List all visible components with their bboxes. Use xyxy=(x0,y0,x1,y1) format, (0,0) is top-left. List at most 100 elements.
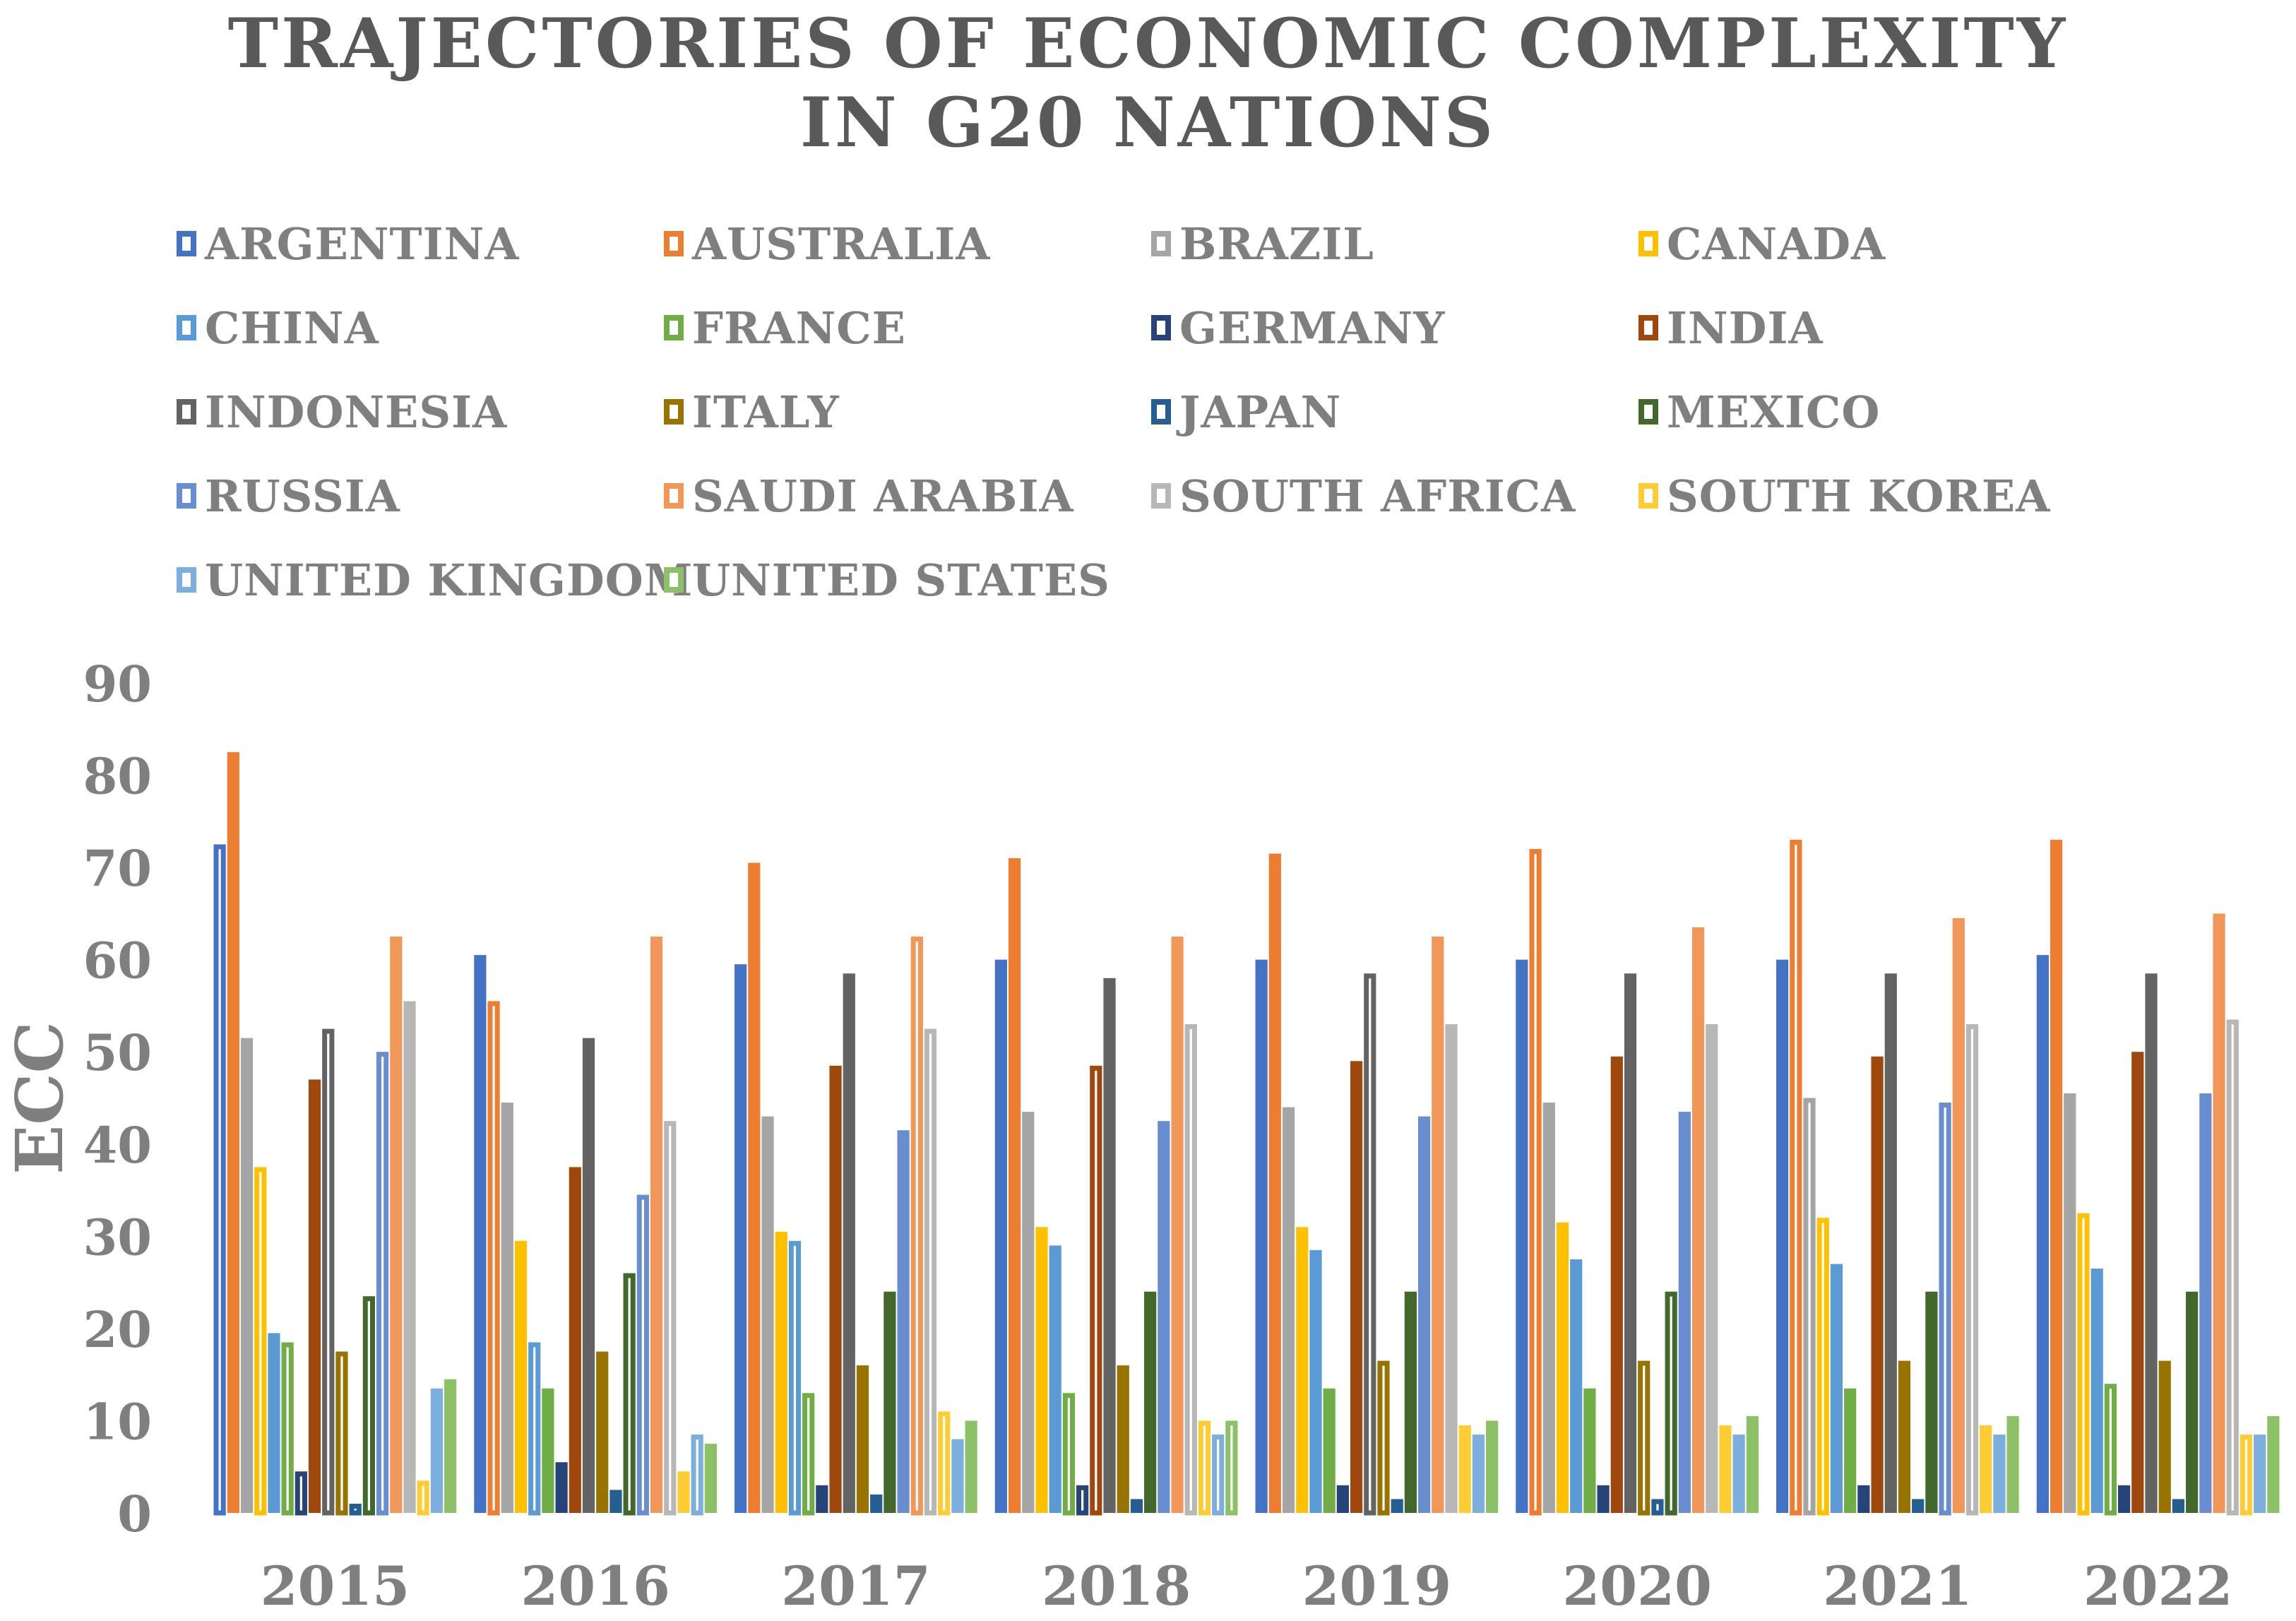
bar-united-kingdom-2017 xyxy=(951,1439,964,1513)
bar-south-africa-2020 xyxy=(1706,1024,1718,1513)
legend-label-china: CHINA xyxy=(205,302,379,354)
legend-swatch-brazil xyxy=(1151,231,1171,256)
legend-item-india: INDIA xyxy=(1638,302,1824,354)
legend-swatch-india xyxy=(1638,315,1658,340)
legend-label-france: FRANCE xyxy=(692,302,906,354)
y-tick-label-10: 10 xyxy=(83,1392,152,1451)
x-tick-label-2019: 2019 xyxy=(1302,1555,1452,1617)
bar-south-korea-2016 xyxy=(677,1471,690,1513)
bar-canada-2021 xyxy=(1816,1218,1829,1516)
y-tick-label-80: 80 xyxy=(83,747,152,806)
bar-indonesia-2022 xyxy=(2145,973,2158,1513)
bar-china-2021 xyxy=(1830,1264,1843,1513)
bar-russia-2019 xyxy=(1417,1116,1431,1513)
bar-south-korea-2018 xyxy=(1198,1420,1211,1516)
bar-united-kingdom-2021 xyxy=(1993,1435,2006,1513)
legend-label-russia: RUSSIA xyxy=(205,470,400,522)
legend-swatch-australia xyxy=(664,231,684,256)
bar-united-states-2015 xyxy=(444,1379,457,1513)
legend-label-italy: ITALY xyxy=(692,386,840,438)
bar-france-2021 xyxy=(1844,1388,1857,1513)
bar-south-korea-2022 xyxy=(2240,1435,2253,1516)
legend-item-russia: RUSSIA xyxy=(177,470,400,522)
bar-france-2016 xyxy=(542,1388,554,1513)
bar-south-africa-2022 xyxy=(2226,1019,2239,1516)
y-axis-label: ECC xyxy=(1,1021,78,1175)
bar-united-kingdom-2016 xyxy=(691,1435,703,1516)
bar-japan-2018 xyxy=(1130,1499,1143,1513)
bar-germany-2018 xyxy=(1076,1485,1089,1516)
bar-united-kingdom-2015 xyxy=(430,1388,444,1513)
bar-brazil-2016 xyxy=(501,1103,513,1513)
bar-japan-2022 xyxy=(2172,1499,2185,1513)
legend-swatch-united-kingdom xyxy=(177,567,196,593)
bar-united-states-2016 xyxy=(704,1444,717,1513)
legend-item-united-kingdom: UNITED KINGDOM xyxy=(177,554,694,606)
bar-saudi-arabia-2017 xyxy=(910,937,923,1516)
bar-germany-2017 xyxy=(816,1485,828,1513)
legend-item-argentina: ARGENTINA xyxy=(177,218,520,270)
bar-south-africa-2021 xyxy=(1965,1024,1979,1516)
bar-russia-2022 xyxy=(2199,1093,2212,1513)
legend-label-south-africa: SOUTH AFRICA xyxy=(1179,470,1576,522)
bar-south-korea-2017 xyxy=(938,1411,951,1516)
legend-swatch-japan xyxy=(1151,399,1171,424)
bar-argentina-2020 xyxy=(1516,959,1528,1513)
bar-south-korea-2021 xyxy=(1980,1425,1992,1513)
bar-argentina-2016 xyxy=(474,955,487,1513)
bar-japan-2019 xyxy=(1391,1499,1403,1513)
bar-canada-2015 xyxy=(254,1167,267,1516)
bar-australia-2022 xyxy=(2050,839,2063,1513)
legend-swatch-argentina xyxy=(177,231,196,256)
bar-saudi-arabia-2021 xyxy=(1952,918,1965,1513)
bar-germany-2016 xyxy=(555,1462,568,1513)
bar-south-africa-2017 xyxy=(924,1028,937,1516)
legend-label-japan: JAPAN xyxy=(1179,386,1342,438)
bar-japan-2017 xyxy=(870,1494,883,1513)
bar-united-states-2022 xyxy=(2267,1415,2280,1513)
x-tick-label-2020: 2020 xyxy=(1562,1555,1712,1617)
bar-china-2017 xyxy=(788,1240,802,1516)
bar-mexico-2018 xyxy=(1144,1291,1157,1513)
legend-label-canada: CANADA xyxy=(1667,218,1886,270)
bar-germany-2022 xyxy=(2118,1485,2131,1513)
bar-japan-2020 xyxy=(1651,1499,1664,1516)
legend-swatch-south-korea xyxy=(1638,483,1658,509)
bar-brazil-2021 xyxy=(1803,1098,1816,1516)
bar-russia-2017 xyxy=(897,1130,910,1513)
legend-swatch-saudi-arabia xyxy=(664,483,684,509)
bar-mexico-2016 xyxy=(623,1273,636,1516)
bar-australia-2021 xyxy=(1790,839,1802,1516)
bar-india-2017 xyxy=(829,1065,842,1513)
legend-label-germany: GERMANY xyxy=(1179,302,1446,354)
bar-south-korea-2020 xyxy=(1719,1425,1732,1513)
bar-south-korea-2015 xyxy=(417,1480,429,1516)
legend-item-brazil: BRAZIL xyxy=(1151,218,1374,270)
bar-canada-2022 xyxy=(2077,1213,2090,1516)
bar-canada-2018 xyxy=(1035,1227,1048,1513)
legend-item-indonesia: INDONESIA xyxy=(177,386,507,438)
y-tick-label-30: 30 xyxy=(83,1208,152,1266)
bar-mexico-2022 xyxy=(2186,1291,2199,1513)
legend-label-argentina: ARGENTINA xyxy=(205,218,520,270)
bar-canada-2019 xyxy=(1296,1227,1309,1513)
bar-india-2022 xyxy=(2131,1052,2144,1513)
legend-swatch-united-states xyxy=(664,567,684,593)
legend-label-united-kingdom: UNITED KINGDOM xyxy=(205,554,694,606)
bar-indonesia-2017 xyxy=(843,973,855,1513)
y-tick-label-40: 40 xyxy=(83,1116,152,1175)
bar-argentina-2015 xyxy=(213,844,226,1516)
y-tick-label-50: 50 xyxy=(83,1023,152,1082)
bar-france-2019 xyxy=(1323,1388,1336,1513)
bar-australia-2015 xyxy=(227,752,239,1513)
bar-france-2020 xyxy=(1583,1388,1596,1513)
chart-title-line-2: IN G20 NATIONS xyxy=(799,83,1497,162)
legend-swatch-russia xyxy=(177,483,196,509)
bar-indonesia-2018 xyxy=(1103,978,1116,1513)
bar-russia-2016 xyxy=(636,1194,649,1516)
legend-label-united-states: UNITED STATES xyxy=(692,554,1110,606)
bar-france-2018 xyxy=(1062,1393,1076,1516)
bar-india-2015 xyxy=(308,1079,321,1513)
bar-canada-2017 xyxy=(775,1231,787,1513)
bar-united-kingdom-2022 xyxy=(2254,1435,2266,1513)
